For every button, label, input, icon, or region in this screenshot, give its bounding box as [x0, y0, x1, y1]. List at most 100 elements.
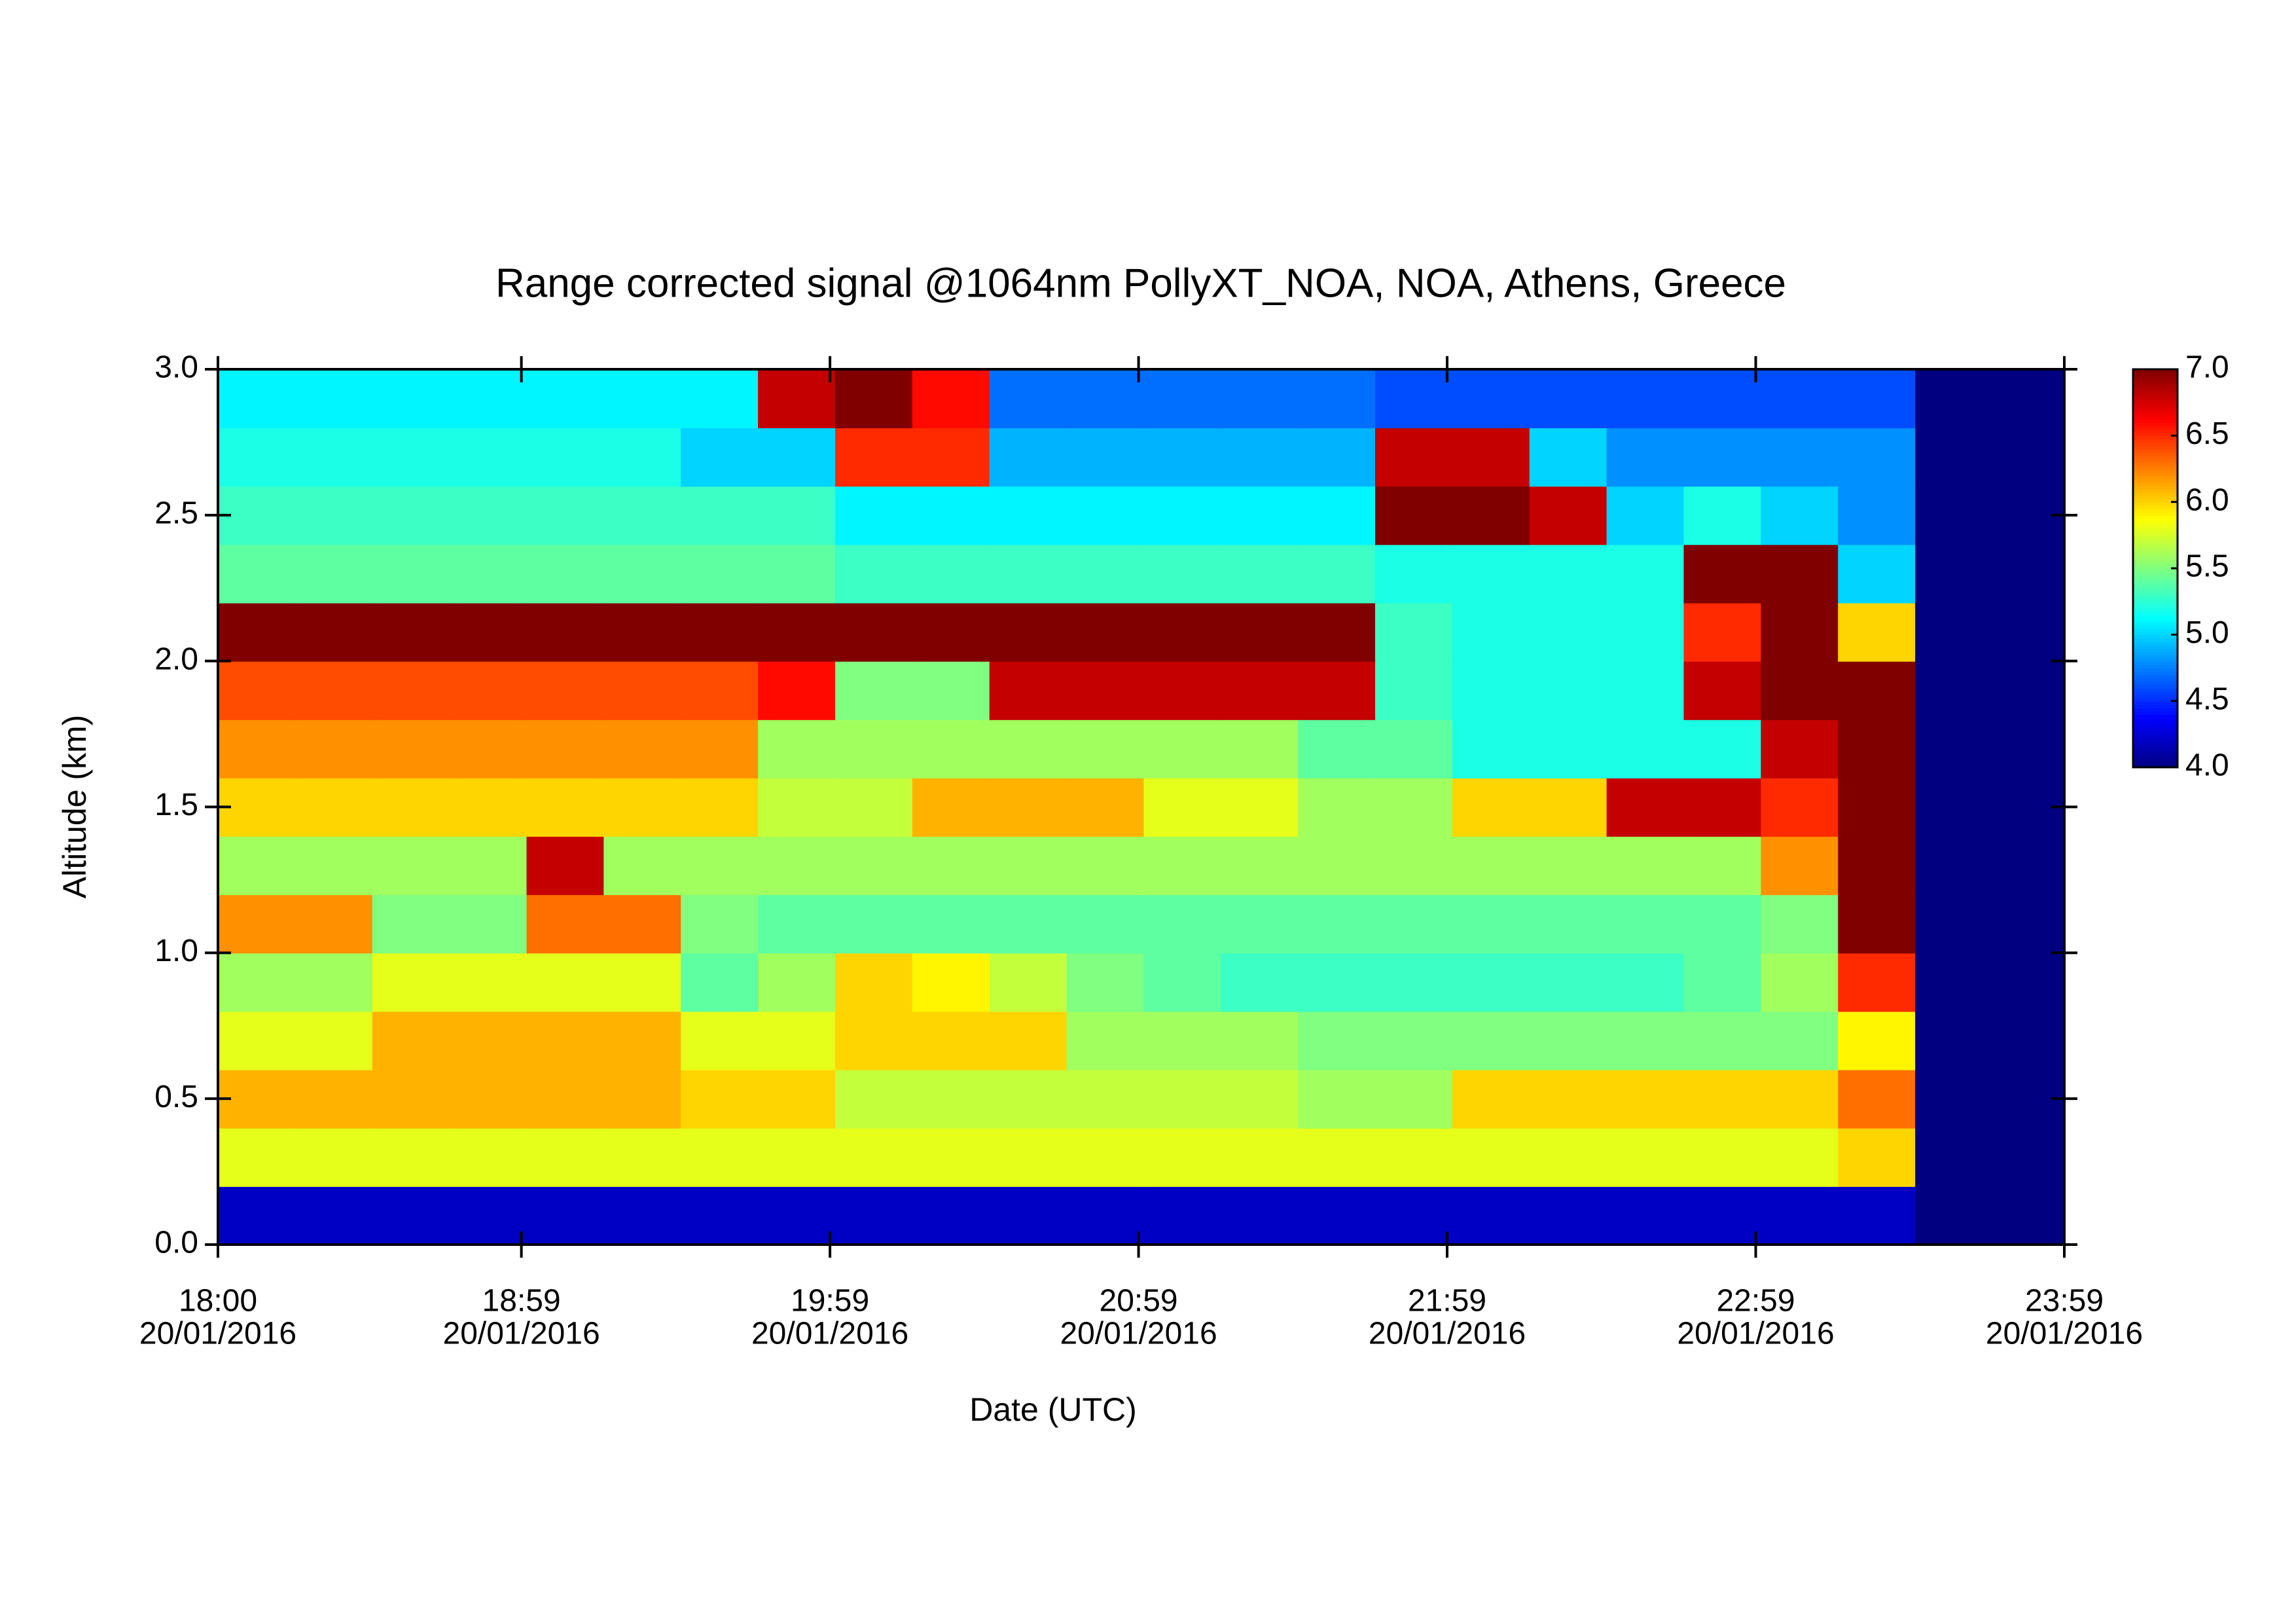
- heatmap-cell: [1838, 894, 1916, 954]
- colorbar-step: [2133, 495, 2178, 500]
- heatmap-cell: [1375, 1127, 1453, 1187]
- y-tick-label: 2.5: [154, 496, 198, 531]
- heatmap-cell: [295, 836, 373, 896]
- heatmap-cell: [758, 1127, 836, 1187]
- colorbar-step: [2133, 445, 2178, 450]
- heatmap-cell: [1761, 1011, 1839, 1070]
- heatmap-cell: [912, 1127, 990, 1187]
- colorbar-step: [2133, 492, 2178, 496]
- colorbar-step: [2133, 581, 2178, 586]
- heatmap-cell: [1375, 836, 1453, 896]
- colorbar-step: [2133, 515, 2178, 519]
- heatmap-cell: [1452, 602, 1530, 662]
- colorbar-step: [2133, 638, 2178, 642]
- colorbar-step: [2133, 664, 2178, 668]
- heatmap-cell: [758, 1186, 836, 1245]
- heatmap-cell: [1529, 1011, 1607, 1070]
- heatmap-cell: [989, 486, 1067, 545]
- heatmap-cell: [372, 953, 450, 1012]
- heatmap-cell: [834, 544, 913, 604]
- heatmap-cell: [1221, 544, 1299, 604]
- heatmap-cell: [295, 602, 373, 662]
- colorbar-step: [2133, 479, 2178, 483]
- heatmap-cell: [1606, 486, 1685, 545]
- heatmap-cell: [1683, 836, 1762, 896]
- colorbar-step: [2133, 727, 2178, 732]
- heatmap-cell: [912, 486, 990, 545]
- heatmap-cell: [1375, 777, 1453, 837]
- heatmap-cell: [1606, 544, 1685, 604]
- colorbar-step: [2133, 522, 2178, 526]
- heatmap-cell: [1298, 602, 1376, 662]
- heatmap-cell: [1452, 1011, 1530, 1070]
- colorbar-step: [2133, 657, 2178, 662]
- heatmap-cell: [603, 1186, 682, 1245]
- heatmap-cell: [912, 1069, 990, 1129]
- heatmap-cell: [1221, 1069, 1299, 1129]
- heatmap-cell: [912, 602, 990, 662]
- y-tick-label: 1.5: [154, 788, 198, 822]
- heatmap-cell: [758, 894, 836, 954]
- heatmap-cell: [1298, 661, 1376, 720]
- colorbar-step: [2133, 422, 2178, 427]
- heatmap-cell: [1683, 486, 1762, 545]
- heatmap-cell: [449, 953, 528, 1012]
- heatmap-cell: [1066, 602, 1145, 662]
- heatmap-cell: [1066, 1186, 1145, 1245]
- colorbar-step: [2133, 757, 2178, 761]
- colorbar-step: [2133, 442, 2178, 447]
- heatmap-cell: [989, 602, 1067, 662]
- colorbar-step: [2133, 721, 2178, 725]
- colorbar-step: [2133, 572, 2178, 576]
- colorbar-step: [2133, 750, 2178, 755]
- heatmap-cell: [449, 428, 528, 487]
- heatmap-cell: [218, 544, 296, 604]
- heatmap-cell: [1606, 428, 1685, 487]
- heatmap-cell: [912, 544, 990, 604]
- heatmap-cell: [1761, 1069, 1839, 1129]
- heatmap-cell: [1915, 602, 1993, 662]
- colorbar-step: [2133, 525, 2178, 530]
- heatmap-cell: [1452, 1127, 1530, 1187]
- heatmap-cell: [295, 953, 373, 1012]
- heatmap-cell: [834, 894, 913, 954]
- heatmap-cell: [218, 661, 296, 720]
- heatmap-cell: [372, 894, 450, 954]
- heatmap-cell: [1606, 719, 1685, 778]
- heatmap-cell: [912, 777, 990, 837]
- heatmap-cell: [834, 1011, 913, 1070]
- heatmap-cell: [1683, 1011, 1762, 1070]
- colorbar-step: [2133, 412, 2178, 416]
- heatmap-cell: [526, 428, 605, 487]
- colorbar-step: [2133, 704, 2178, 708]
- heatmap-cell: [1452, 836, 1530, 896]
- colorbar-step: [2133, 625, 2178, 629]
- heatmap-cell: [1375, 544, 1453, 604]
- heatmap-cell: [1761, 486, 1839, 545]
- colorbar-step: [2133, 455, 2178, 460]
- heatmap-cell: [1298, 1069, 1376, 1129]
- heatmap-cell: [1143, 836, 1222, 896]
- heatmap-cell: [603, 369, 682, 429]
- heatmap-cell: [681, 894, 759, 954]
- heatmap-cell: [1143, 661, 1222, 720]
- heatmap-cell: [1143, 719, 1222, 778]
- heatmap-cell: [1375, 428, 1453, 487]
- colorbar-tick-label: 4.0: [2185, 748, 2229, 783]
- colorbar-step: [2133, 674, 2178, 679]
- heatmap-cell: [603, 602, 682, 662]
- heatmap-cell: [912, 836, 990, 896]
- heatmap-cell: [1992, 544, 2065, 604]
- heatmap-cell: [1066, 953, 1145, 1012]
- heatmap-cell: [1838, 428, 1916, 487]
- heatmap-cell: [1143, 894, 1222, 954]
- heatmap-cell: [1221, 836, 1299, 896]
- heatmap-cell: [1838, 1186, 1916, 1245]
- heatmap-cell: [1606, 602, 1685, 662]
- heatmap-cell: [295, 1011, 373, 1070]
- colorbar-step: [2133, 485, 2178, 490]
- heatmap-cell: [989, 1011, 1067, 1070]
- colorbar-step: [2133, 754, 2178, 758]
- heatmap-cell: [1143, 1069, 1222, 1129]
- y-tick-label: 1.0: [154, 934, 198, 968]
